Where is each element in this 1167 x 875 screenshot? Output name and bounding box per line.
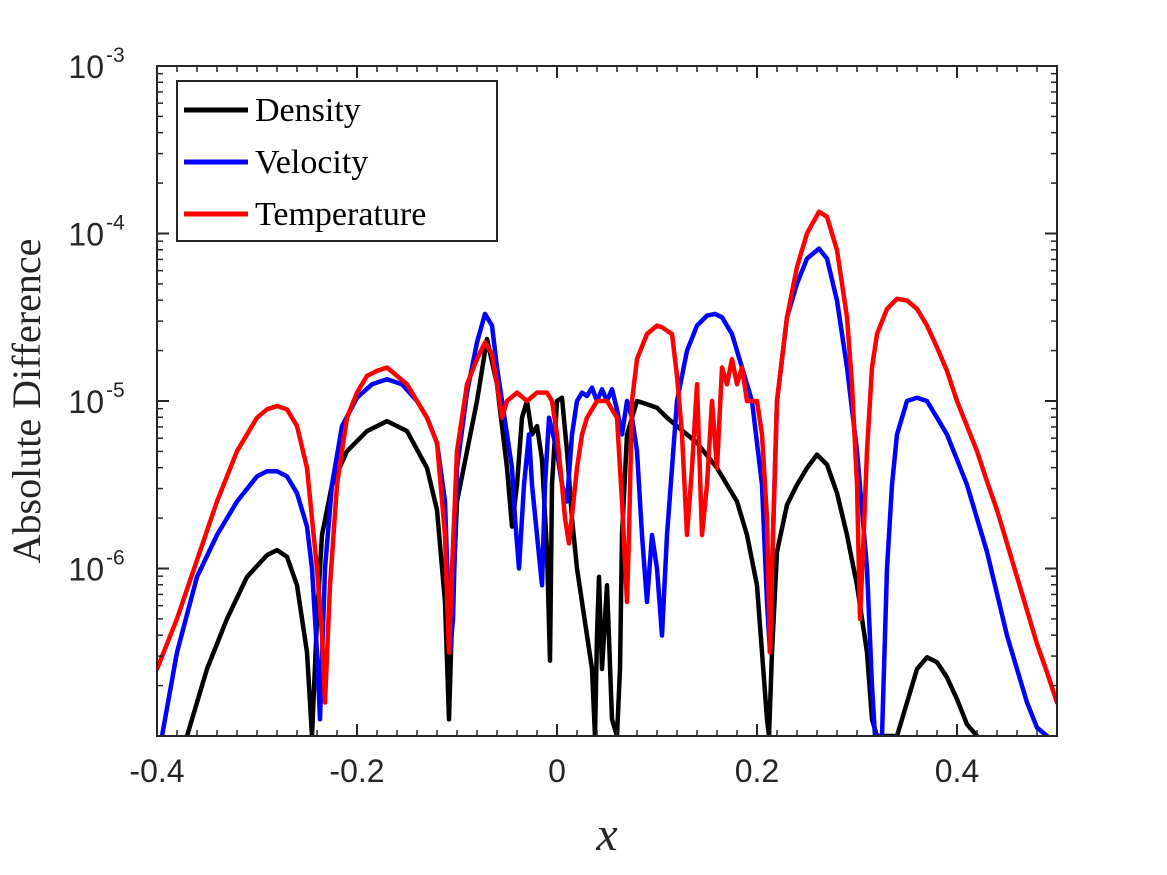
y-axis-label: Absolute Difference	[4, 239, 49, 564]
legend: Density Velocity Temperature	[176, 80, 498, 242]
x-tick-label: 0	[548, 753, 566, 789]
x-tick-labels: -0.4 -0.2 0 0.2 0.4	[129, 753, 979, 789]
legend-entry-temperature: Temperature	[184, 196, 426, 233]
y-tick-base: 10	[68, 552, 104, 588]
minor-ticks	[156, 66, 1058, 736]
y-tick-exponent: -3	[106, 44, 125, 67]
series-line-temperature	[157, 209, 1057, 705]
x-tick-label: -0.2	[329, 753, 384, 789]
y-tick-base: 10	[68, 384, 104, 420]
x-axis-label: x	[595, 808, 617, 861]
y-tick-exponent: -5	[106, 379, 125, 402]
legend-label: Velocity	[255, 144, 368, 181]
legend-entry-velocity: Velocity	[184, 144, 368, 181]
legend-label: Density	[255, 92, 361, 129]
series-line-density	[184, 336, 980, 736]
series-lines	[157, 209, 1057, 736]
y-tick-exponent: -4	[106, 212, 125, 235]
legend-entry-density: Density	[184, 92, 361, 129]
y-tick-label: 10 -3	[68, 44, 124, 85]
y-tick-labels: 10-310-410-510-6	[68, 44, 125, 588]
y-tick-label: 10 -5	[68, 379, 124, 420]
major-ticks	[156, 65, 1057, 736]
y-tick-base: 10	[68, 49, 104, 85]
y-tick-base: 10	[68, 217, 104, 253]
legend-label: Temperature	[255, 196, 426, 233]
series-line-velocity	[159, 246, 1050, 736]
y-tick-exponent: -6	[106, 547, 125, 570]
x-tick-label: 0.4	[935, 753, 979, 789]
y-tick-label: 10 -6	[68, 547, 124, 588]
y-tick-label: 10 -4	[68, 212, 125, 253]
x-tick-label: 0.2	[735, 753, 779, 789]
x-tick-label: -0.4	[129, 753, 184, 789]
